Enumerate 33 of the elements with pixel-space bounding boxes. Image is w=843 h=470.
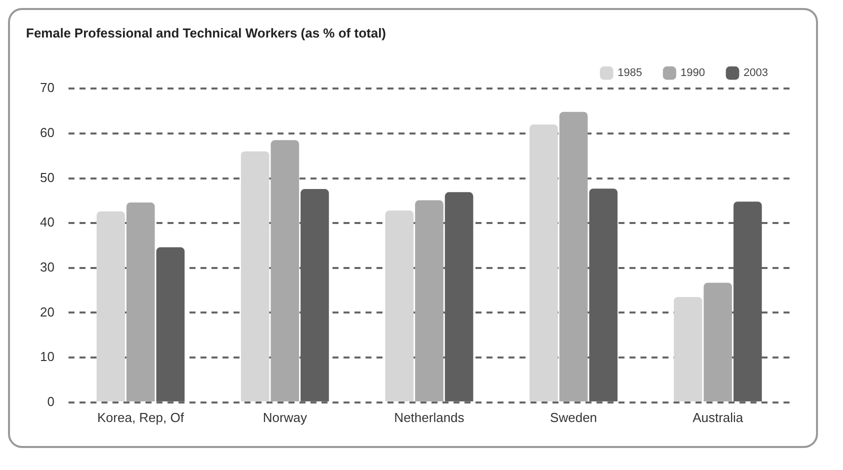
y-tick-label: 60 xyxy=(40,125,54,140)
bar xyxy=(300,189,329,402)
legend-label: 2003 xyxy=(744,67,768,80)
x-tick-label: Australia xyxy=(692,410,744,425)
y-tick-label: 0 xyxy=(47,394,54,409)
x-tick-label: Sweden xyxy=(550,410,598,425)
bar xyxy=(589,188,618,402)
bar xyxy=(385,210,414,402)
y-tick-label: 50 xyxy=(40,170,54,185)
x-tick-label: Korea, Rep, Of xyxy=(97,410,184,425)
x-tick-label: Netherlands xyxy=(394,410,465,425)
bar xyxy=(734,202,762,402)
bar xyxy=(126,202,155,402)
y-tick-label: 30 xyxy=(40,259,54,274)
bar xyxy=(530,124,558,402)
legend-label: 1990 xyxy=(680,67,706,80)
bar xyxy=(674,297,702,402)
bar xyxy=(156,247,185,402)
y-tick-label: 10 xyxy=(40,349,54,364)
legend-label: 1985 xyxy=(618,67,642,80)
rounded-frame: 1985 1990 2003 Female Professional and Technical Workers (as % of total) Korea, Rep, Of Norway Netherlands Sweden Australia 0 10 20 30 40 50 60 70 xyxy=(8,8,818,448)
y-tick-label: 40 xyxy=(40,214,54,230)
x-tick-label: Norway xyxy=(262,410,308,425)
bar xyxy=(270,140,300,402)
y-tick-label: 70 xyxy=(40,80,54,96)
bar xyxy=(444,192,474,402)
bar xyxy=(240,151,270,402)
y-tick-label: 20 xyxy=(40,304,54,320)
bar xyxy=(559,112,588,402)
bar xyxy=(96,211,125,402)
bar xyxy=(704,282,732,402)
chart-title: Female Professional and Technical Workers (as % of total) xyxy=(26,25,386,40)
bar xyxy=(415,200,444,402)
